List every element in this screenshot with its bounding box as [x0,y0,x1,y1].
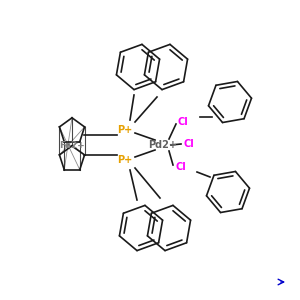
Text: Fe2+: Fe2+ [59,140,85,149]
Text: Cl: Cl [178,117,189,127]
Text: Cl: Cl [183,139,194,149]
Text: Pd2+: Pd2+ [148,140,178,150]
Text: P+: P+ [117,155,133,165]
Text: P+: P+ [117,125,133,135]
Text: Cl: Cl [175,162,186,172]
